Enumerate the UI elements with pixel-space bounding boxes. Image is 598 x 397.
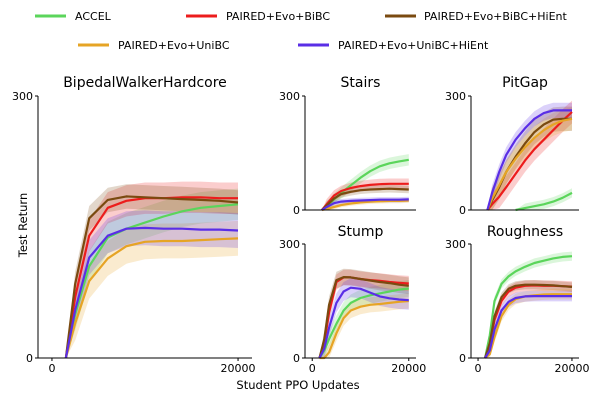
- line-paired-evo-bibc-hient: [321, 187, 409, 211]
- line-paired-evo-bibc: [321, 182, 409, 211]
- x-tick-label: 20000: [554, 362, 589, 375]
- x-tick-label: 0: [309, 362, 316, 375]
- legend-item-paired-evo-unibc: PAIRED+Evo+UniBC: [78, 39, 230, 52]
- y-axis-label: Test Return: [16, 193, 30, 258]
- line-paired-evo-unibc: [64, 237, 239, 359]
- axes: 0 300 0 20000: [12, 90, 256, 375]
- legend-item-paired-evo-bibc: PAIRED+Evo+BiBC: [186, 10, 330, 23]
- line-paired-evo-unibc-hient: [486, 109, 572, 211]
- y-tick-label: 300: [279, 90, 300, 103]
- line-accel: [64, 203, 239, 359]
- line-paired-evo-bibc: [486, 111, 573, 211]
- panel-roughness: Roughness 0 300 0 20000: [445, 224, 589, 375]
- panel-title: Stairs: [341, 75, 381, 91]
- x-tick-label: 0: [475, 362, 482, 375]
- y-tick-label: 0: [26, 352, 33, 365]
- y-tick-label: 300: [445, 238, 466, 251]
- legend: ACCEL PAIRED+Evo+BiBC PAIRED+Evo+BiBC+Hi…: [35, 10, 567, 52]
- band-accel: [515, 188, 572, 210]
- series-lines: [318, 276, 409, 360]
- axes: 0 300: [445, 90, 579, 217]
- band-paired-evo-bibc: [319, 269, 409, 358]
- line-paired-evo-unibc: [486, 117, 573, 211]
- x-tick-label: 20000: [391, 362, 426, 375]
- confidence-bands: [65, 181, 239, 358]
- axes: 0 300 0 20000: [279, 238, 426, 375]
- line-accel: [318, 287, 409, 359]
- line-paired-evo-unibc-hient: [484, 295, 572, 359]
- band-paired-evo-bibc: [321, 178, 409, 210]
- x-axis-label: Student PPO Updates: [236, 378, 359, 392]
- legend-label: PAIRED+Evo+BiBC+HiEnt: [424, 10, 567, 23]
- panel-pitgap: PitGap 0 300: [445, 75, 579, 217]
- x-tick-label: 0: [48, 362, 55, 375]
- line-paired-evo-bibc-hient: [318, 276, 409, 359]
- axes: 0 300 0 20000: [445, 238, 589, 375]
- line-paired-evo-bibc-hient: [64, 195, 239, 359]
- y-tick-label: 300: [445, 90, 466, 103]
- line-paired-evo-unibc-hient: [321, 198, 409, 211]
- series-lines: [64, 195, 239, 359]
- panel-title: PitGap: [502, 75, 548, 91]
- panel-title: Roughness: [487, 224, 563, 240]
- legend-item-accel: ACCEL: [35, 10, 112, 23]
- band-accel: [65, 188, 239, 358]
- y-tick-label: 0: [293, 352, 300, 365]
- legend-label: ACCEL: [75, 10, 112, 23]
- line-paired-evo-unibc: [321, 199, 409, 212]
- legend-label: PAIRED+Evo+UniBC: [118, 39, 230, 52]
- band-paired-evo-unibc-hient: [65, 210, 239, 358]
- y-tick-label: 0: [459, 352, 466, 365]
- band-paired-evo-bibc-hient: [485, 280, 572, 358]
- panel-title: Stump: [338, 224, 384, 240]
- panel-stump: Stump 0 300 0 20000: [279, 224, 426, 375]
- line-paired-evo-unibc-hient: [64, 226, 239, 359]
- band-accel: [319, 280, 409, 358]
- panel-stairs: Stairs 0 300: [279, 75, 416, 217]
- band-paired-evo-unibc: [319, 293, 409, 358]
- axes: 0 300: [279, 90, 416, 217]
- legend-label: PAIRED+Evo+BiBC: [226, 10, 330, 23]
- panel-bipedalwalkerhardcore: BipedalWalkerHardcore 0 300 0 20000: [12, 75, 256, 375]
- y-tick-label: 0: [293, 204, 300, 217]
- line-paired-evo-bibc-hient: [484, 283, 573, 359]
- x-tick-label: 20000: [221, 362, 256, 375]
- y-tick-label: 300: [12, 90, 33, 103]
- band-accel: [321, 154, 409, 210]
- legend-item-paired-evo-bibc-hient: PAIRED+Evo+BiBC+HiEnt: [385, 10, 567, 23]
- line-accel: [515, 191, 573, 212]
- legend-label: PAIRED+Evo+UniBC+HiEnt: [338, 39, 489, 52]
- line-accel: [484, 255, 573, 359]
- y-tick-label: 0: [459, 204, 466, 217]
- band-paired-evo-bibc: [485, 280, 572, 358]
- line-paired-evo-unibc: [319, 299, 409, 360]
- series-lines: [321, 158, 409, 212]
- panel-title: BipedalWalkerHardcore: [63, 75, 227, 91]
- legend-item-paired-evo-unibc-hient: PAIRED+Evo+UniBC+HiEnt: [298, 39, 489, 52]
- band-paired-evo-unibc: [65, 220, 239, 358]
- series-lines: [486, 109, 573, 212]
- line-paired-evo-unibc-hient: [318, 286, 409, 359]
- y-tick-label: 300: [279, 238, 300, 251]
- series-lines: [484, 255, 573, 359]
